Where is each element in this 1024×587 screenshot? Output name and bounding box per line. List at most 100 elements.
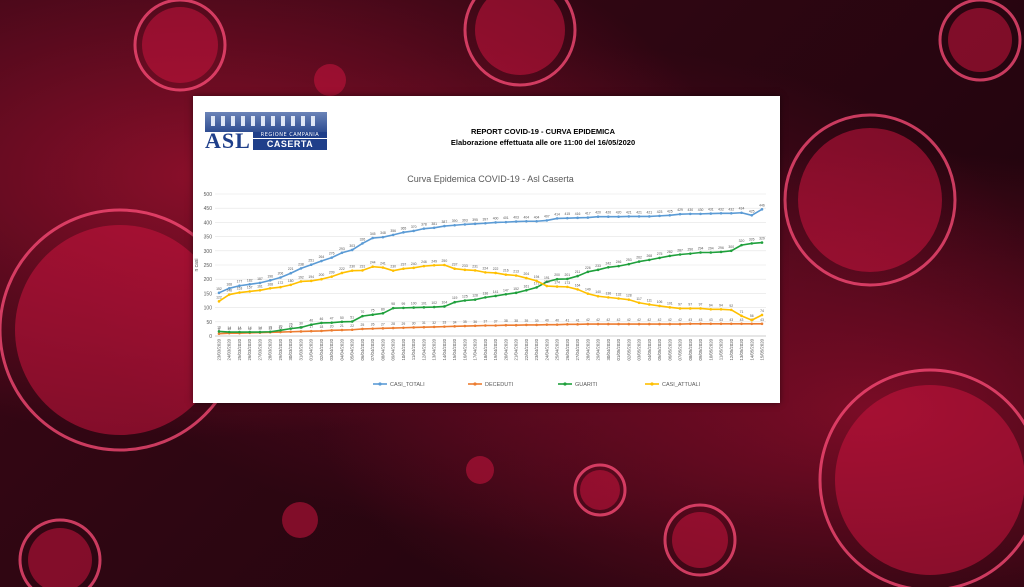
data-point bbox=[494, 221, 497, 224]
data-label: 41 bbox=[576, 318, 580, 322]
data-point bbox=[617, 215, 620, 219]
data-point bbox=[658, 214, 661, 218]
data-label: 446 bbox=[759, 203, 765, 207]
data-point bbox=[648, 303, 651, 306]
data-label: 26 bbox=[371, 323, 375, 327]
data-label: 11 bbox=[248, 327, 252, 331]
data-point bbox=[627, 215, 631, 218]
data-label: 74 bbox=[760, 309, 764, 313]
data-point bbox=[555, 277, 559, 281]
data-label: 320 bbox=[739, 239, 745, 243]
data-label: 348 bbox=[380, 231, 386, 235]
data-label: 293 bbox=[339, 247, 345, 251]
data-point bbox=[402, 267, 405, 270]
data-point bbox=[637, 322, 641, 326]
y-tick-label: 50 bbox=[206, 320, 212, 326]
epidemic-line-chart: Curva Epidemica COVID-19 - Asl Caserta05… bbox=[194, 174, 766, 388]
y-tick-label: 0 bbox=[209, 334, 212, 340]
data-point bbox=[535, 279, 538, 283]
data-label: 209 bbox=[329, 271, 335, 275]
data-label: 22 bbox=[350, 324, 354, 328]
data-label: 393 bbox=[462, 218, 468, 222]
data-point bbox=[484, 221, 487, 225]
data-label: 43 bbox=[688, 318, 692, 322]
data-label: 157 bbox=[247, 285, 253, 289]
data-point bbox=[412, 229, 415, 233]
data-label: 56 bbox=[750, 314, 754, 318]
data-label: 161 bbox=[524, 284, 530, 288]
data-label: 378 bbox=[421, 223, 427, 227]
data-label: 242 bbox=[605, 261, 611, 265]
x-tick-label: 22/04/2020 bbox=[524, 338, 529, 360]
data-label: 326 bbox=[360, 237, 366, 241]
data-point bbox=[473, 222, 477, 226]
data-point bbox=[514, 291, 518, 295]
data-point bbox=[535, 286, 538, 289]
data-label: 42 bbox=[668, 318, 672, 322]
series-line bbox=[218, 322, 762, 335]
data-point bbox=[678, 322, 682, 326]
data-label: 246 bbox=[616, 260, 622, 264]
data-label: 80 bbox=[381, 307, 385, 311]
data-label: 97 bbox=[688, 302, 692, 306]
data-label: 36 bbox=[473, 320, 477, 324]
x-tick-label: 21/04/2020 bbox=[514, 338, 519, 360]
data-point bbox=[504, 323, 508, 327]
x-tick-label: 28/03/2020 bbox=[268, 338, 273, 360]
x-tick-label: 11/05/2020 bbox=[719, 338, 724, 360]
data-point bbox=[350, 248, 354, 252]
x-tick-label: 29/04/2020 bbox=[596, 338, 601, 360]
data-label: 14 bbox=[248, 326, 252, 330]
data-point bbox=[719, 212, 723, 215]
data-point bbox=[402, 326, 405, 330]
data-point bbox=[453, 300, 456, 304]
x-tick-label: 02/05/2020 bbox=[626, 338, 631, 360]
data-point bbox=[545, 280, 549, 284]
data-label: 35 bbox=[463, 320, 467, 324]
data-point bbox=[566, 277, 569, 281]
data-label: 37 bbox=[494, 319, 498, 323]
data-label: 200 bbox=[554, 273, 560, 277]
data-label: 345 bbox=[370, 232, 376, 236]
data-point bbox=[299, 267, 303, 270]
data-label: 194 bbox=[308, 275, 314, 279]
data-point bbox=[729, 322, 733, 326]
data-point bbox=[678, 212, 682, 216]
series-casi-attuali: 122 146 153 157 161 168 172 180 192 194 200 209 222 2… bbox=[216, 259, 764, 322]
data-point bbox=[729, 249, 733, 253]
data-point bbox=[637, 260, 641, 263]
data-label: 51 bbox=[350, 316, 354, 320]
data-label: 141 bbox=[493, 290, 499, 294]
x-tick-label: 03/05/2020 bbox=[637, 338, 642, 360]
data-label: 75 bbox=[371, 309, 375, 313]
data-label: 17 bbox=[309, 325, 313, 329]
data-label: 423 bbox=[657, 210, 663, 214]
data-point bbox=[504, 273, 508, 276]
data-label: 97 bbox=[699, 302, 703, 306]
logo-region-text: REGIONE CAMPANIA bbox=[253, 132, 327, 138]
data-label: 117 bbox=[636, 297, 642, 301]
x-tick-label: 15/05/2020 bbox=[760, 338, 765, 360]
data-point bbox=[350, 269, 354, 272]
data-label: 230 bbox=[349, 265, 355, 269]
data-point bbox=[422, 306, 426, 309]
data-label: 146 bbox=[226, 289, 232, 293]
data-label: 32 bbox=[432, 321, 436, 325]
data-label: 246 bbox=[421, 260, 427, 264]
data-point bbox=[688, 212, 692, 216]
data-label: 420 bbox=[605, 211, 611, 215]
data-point bbox=[463, 324, 467, 328]
data-label: 34 bbox=[453, 320, 457, 324]
data-label: 46 bbox=[320, 317, 324, 321]
data-label: 43 bbox=[719, 318, 723, 322]
data-label: 432 bbox=[718, 207, 724, 211]
data-label: 28 bbox=[391, 322, 395, 326]
data-point bbox=[586, 270, 590, 274]
data-label: 94 bbox=[709, 303, 713, 307]
data-label: 31 bbox=[422, 321, 426, 325]
data-label: 119 bbox=[452, 296, 458, 300]
x-tick-label: 03/04/2020 bbox=[329, 338, 334, 360]
data-label: 12 bbox=[258, 327, 262, 331]
data-label: 10 bbox=[238, 327, 242, 331]
data-point bbox=[688, 252, 692, 255]
